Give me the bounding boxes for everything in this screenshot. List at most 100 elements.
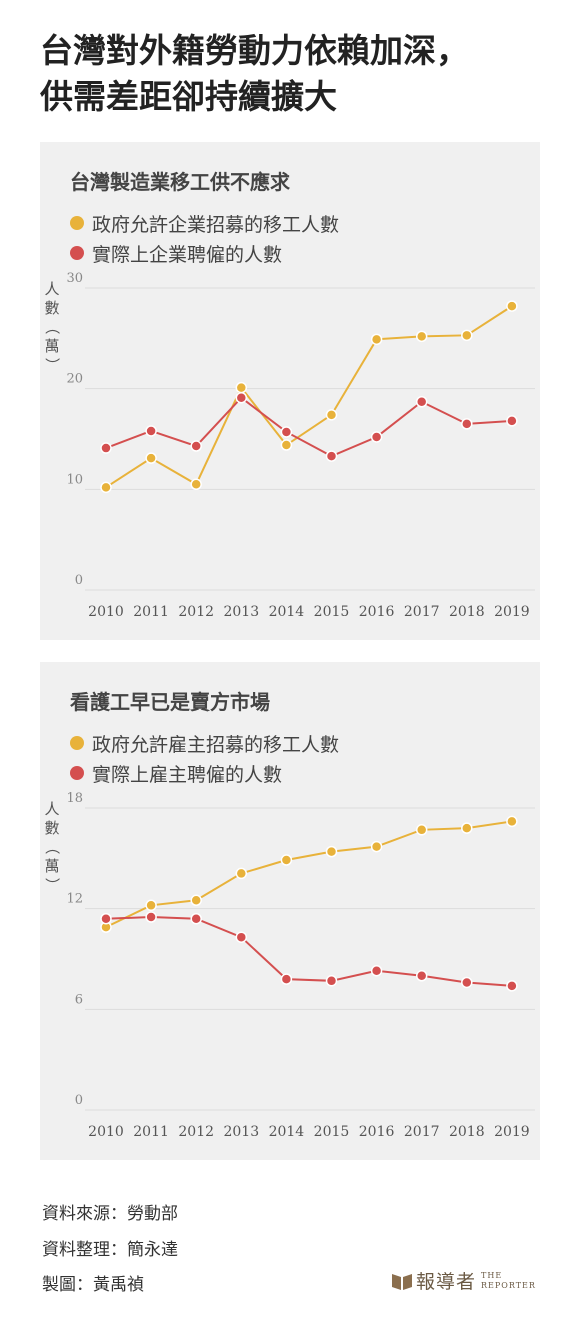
- data-point: [190, 478, 202, 491]
- data-point: [190, 894, 202, 907]
- legend-red-dot-icon: [70, 246, 84, 260]
- series-line: [105, 396, 512, 458]
- data-point: [325, 409, 338, 421]
- legend-label: 實際上雇主聘僱的人數: [92, 763, 283, 786]
- data-point: [370, 964, 383, 977]
- legend-yellow-dot-icon: [70, 216, 84, 230]
- data-point: [415, 824, 428, 836]
- data-point: [415, 396, 428, 408]
- data-point: [235, 391, 248, 404]
- x-tick-label: 2015: [314, 1124, 350, 1140]
- y-tick-label: 6: [75, 992, 83, 1007]
- data-point: [370, 431, 383, 443]
- y-tick-label: 0: [75, 1093, 83, 1108]
- logo-the: THE: [481, 1270, 503, 1280]
- data-point: [280, 854, 293, 866]
- x-tick-label: 2019: [494, 1124, 530, 1140]
- x-tick-label: 2018: [449, 604, 485, 620]
- data-point: [100, 442, 112, 454]
- data-point: [325, 975, 338, 987]
- x-tick-label: 2014: [269, 604, 305, 620]
- legend-item-permitted: 政府允許雇主招募的移工人數: [70, 728, 339, 758]
- data-point: [100, 481, 112, 494]
- y-tick-label: 30: [66, 271, 83, 286]
- x-tick-label: 2016: [359, 1124, 395, 1140]
- data-point: [280, 973, 293, 985]
- data-point: [461, 976, 473, 989]
- data-point: [145, 425, 157, 437]
- manufacturing-line-chart: 0 10 20 30 人數 （ 萬 ） 2010 2011 2012 2013 2014 2015 2016…: [43, 271, 535, 620]
- compiler-note: 資料整理：簡永達: [42, 1240, 178, 1260]
- x-tick-label: 2011: [133, 1124, 169, 1140]
- legend-label: 實際上企業聘僱的人數: [92, 243, 283, 266]
- data-point: [190, 440, 202, 452]
- y-tick-label: 10: [66, 472, 83, 487]
- data-point: [461, 329, 473, 342]
- y-axis-label-char: ）: [43, 877, 61, 892]
- x-tick-label: 2014: [269, 1124, 305, 1140]
- graphic-credit: 製圖：黃禹禎: [42, 1275, 144, 1295]
- chart-legend: 政府允許雇主招募的移工人數 實際上雇主聘僱的人數: [70, 728, 339, 788]
- y-tick-label: 12: [66, 892, 83, 907]
- y-axis-label-char: 數: [44, 299, 59, 317]
- data-point: [506, 300, 518, 312]
- x-tick-label: 2012: [178, 1124, 214, 1140]
- data-point: [461, 822, 473, 834]
- series-line: [105, 820, 513, 929]
- legend-item-employed: 實際上企業聘僱的人數: [70, 238, 339, 268]
- x-tick-label: 2019: [494, 604, 530, 620]
- x-tick-label: 2013: [223, 1124, 259, 1140]
- data-point: [506, 415, 518, 427]
- legend-label: 政府允許雇主招募的移工人數: [92, 733, 340, 756]
- logo-english-text: THE REPORTER: [481, 1271, 536, 1291]
- data-point: [145, 911, 157, 923]
- legend-item-permitted: 政府允許企業招募的移工人數: [70, 208, 339, 238]
- data-point: [280, 439, 293, 451]
- logo-reporter: REPORTER: [481, 1280, 536, 1290]
- x-tick-label: 2011: [133, 604, 169, 620]
- chart-title: 台灣製造業移工供不應求: [70, 170, 290, 194]
- y-tick-label: 18: [66, 791, 83, 806]
- data-point: [280, 426, 293, 438]
- caregiver-chart-panel: 看護工早已是賣方市場 政府允許雇主招募的移工人數 實際上雇主聘僱的人數 0 6 12…: [40, 662, 540, 1160]
- x-tick-label: 2018: [449, 1124, 485, 1140]
- data-point: [415, 330, 428, 343]
- data-point: [506, 980, 518, 992]
- legend-item-employed: 實際上雇主聘僱的人數: [70, 758, 339, 788]
- data-point: [100, 912, 112, 925]
- caregiver-line-chart: 0 6 12 18 人數 （ 萬 ） 2010 2011 2012 2013 2014 2015 2016 2…: [43, 791, 535, 1140]
- x-tick-label: 2013: [223, 604, 259, 620]
- series-line: [105, 916, 512, 987]
- data-point: [235, 867, 248, 880]
- data-point: [415, 970, 428, 982]
- series-line: [105, 305, 513, 489]
- x-tick-label: 2017: [404, 1124, 440, 1140]
- data-point: [370, 840, 383, 853]
- reporter-logo[interactable]: 報導者 THE REPORTER: [392, 1267, 536, 1294]
- x-tick-label: 2010: [88, 604, 124, 620]
- y-axis-label-char: 人: [44, 280, 59, 298]
- headline-line-1: 台灣對外籍勞動力依賴加深，: [40, 31, 469, 70]
- source-note: 資料來源：勞動部: [42, 1204, 178, 1224]
- data-point: [325, 450, 338, 462]
- data-point: [145, 899, 157, 912]
- y-tick-label: 20: [66, 372, 83, 387]
- x-tick-label: 2016: [359, 604, 395, 620]
- y-axis-label-char: （: [43, 319, 61, 334]
- data-point: [145, 452, 157, 464]
- headline-line-2: 供需差距卻持續擴大: [40, 77, 337, 116]
- y-axis-label-char: 人: [44, 800, 59, 818]
- y-axis-label-char: 萬: [44, 337, 59, 355]
- legend-red-dot-icon: [70, 766, 84, 780]
- x-tick-label: 2015: [314, 604, 350, 620]
- legend-label: 政府允許企業招募的移工人數: [92, 213, 340, 236]
- y-axis-label-char: 數: [44, 819, 59, 837]
- book-icon: [392, 1273, 412, 1290]
- data-point: [190, 912, 202, 925]
- y-axis-label-char: 萬: [44, 857, 59, 875]
- x-tick-label: 2010: [88, 1124, 124, 1140]
- y-tick-label: 0: [75, 573, 83, 588]
- manufacturing-chart-panel: 台灣製造業移工供不應求 政府允許企業招募的移工人數 實際上企業聘僱的人數 0 10…: [40, 142, 540, 640]
- data-point: [235, 931, 248, 943]
- logo-chinese-text: 報導者: [416, 1271, 477, 1293]
